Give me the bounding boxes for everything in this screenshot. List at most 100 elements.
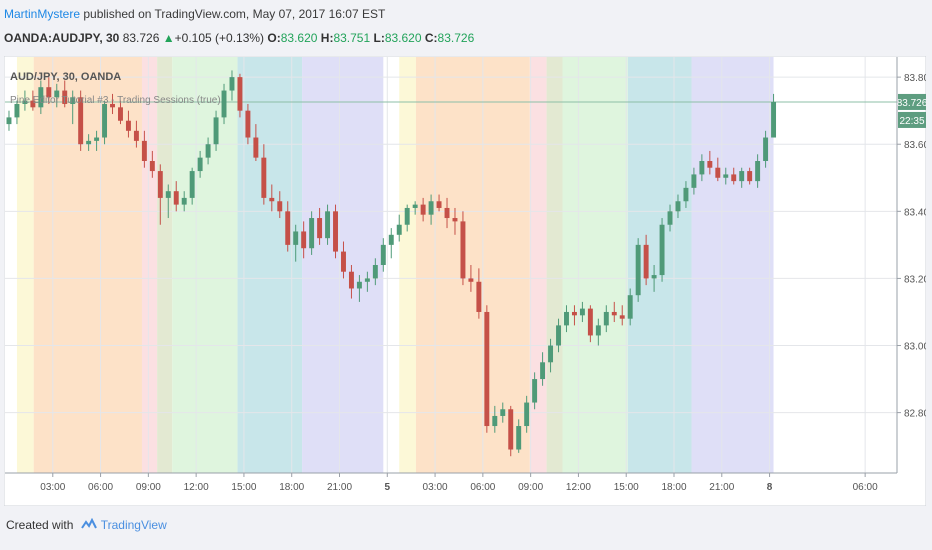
x-tick-label: 09:00 (518, 482, 543, 493)
y-tick-label: 83.800 (904, 73, 926, 84)
candle-up (500, 409, 506, 416)
candle-down (317, 218, 323, 239)
high-value: 83.751 (333, 31, 371, 45)
candle-down (62, 90, 68, 104)
candle-down (587, 308, 593, 336)
candle-up (651, 275, 657, 279)
candle-up (70, 97, 76, 104)
candle-up (22, 100, 28, 104)
candle-up (86, 140, 92, 145)
candle-down (245, 110, 251, 138)
candle-down (452, 218, 458, 222)
candle-down (173, 191, 179, 205)
candle-up (197, 157, 203, 172)
candle-up (325, 211, 331, 239)
candle-down (237, 77, 243, 111)
candle-up (54, 90, 60, 98)
last-price-label-bg (898, 93, 926, 110)
y-tick-label: 83.400 (904, 207, 926, 218)
publish-info: MartinMystere published on TradingView.c… (4, 7, 385, 21)
candle-up (221, 90, 227, 118)
candle-down (747, 171, 753, 182)
author-link[interactable]: MartinMystere (4, 7, 81, 21)
session-band (399, 57, 416, 473)
session-band (141, 57, 158, 473)
indicator-label: Pine Editor Tutorial #3 - Trading Sessio… (10, 95, 221, 106)
candle-down (731, 174, 737, 182)
open-label: O: (267, 31, 281, 45)
x-tick-label: 03:00 (40, 482, 65, 493)
candle-down (157, 171, 163, 198)
candle-up (189, 171, 195, 198)
candle-up (540, 362, 546, 380)
footer: Created with TradingView (6, 518, 167, 533)
low-label: L: (373, 31, 385, 45)
session-band (172, 57, 238, 473)
candle-up (380, 244, 386, 265)
candle-down (149, 161, 155, 172)
symbol-label: OANDA:AUDJPY, 30 (4, 31, 120, 45)
candle-up (404, 207, 410, 225)
candle-down (301, 231, 307, 249)
candle-down (269, 197, 275, 202)
x-tick-label: 06:00 (853, 482, 878, 493)
candle-down (30, 100, 36, 108)
up-arrow-icon: ▲ (162, 31, 175, 45)
candle-down (118, 107, 123, 121)
candle-down (277, 201, 283, 212)
candle-up (675, 201, 681, 212)
session-band (691, 57, 774, 473)
candle-up (388, 234, 394, 245)
candle-up (548, 345, 554, 363)
candle-up (524, 402, 530, 427)
candle-down (348, 271, 354, 289)
tradingview-brand[interactable]: TradingView (100, 518, 167, 532)
candle-down (611, 311, 617, 316)
candle-up (556, 325, 561, 346)
candle-down (460, 221, 466, 279)
candle-down (707, 161, 713, 168)
candle-down (261, 157, 267, 198)
candle-up (492, 415, 498, 427)
x-tick-label: 12:00 (184, 482, 209, 493)
candle-up (699, 161, 705, 175)
candle-down (285, 211, 291, 245)
countdown-label-bg (898, 111, 926, 128)
x-tick-label: 21:00 (327, 482, 352, 493)
candle-up (205, 144, 211, 158)
candle-up (181, 197, 187, 205)
candle-up (165, 191, 171, 198)
candle-up (603, 311, 609, 326)
session-band (157, 57, 173, 473)
x-tick-label: 12:00 (566, 482, 591, 493)
last-price-label: 83.726 (897, 98, 926, 109)
candlestick-chart[interactable]: 83.800 83.600 83.400 83.200 83.000 82.800 03:0… (3, 55, 932, 507)
candle-up (428, 201, 434, 215)
candle-down (420, 204, 426, 215)
y-tick-label: 83.000 (904, 342, 926, 353)
candle-up (635, 244, 641, 296)
x-tick-label: 5 (385, 482, 391, 493)
chart-container[interactable]: 83.800 83.600 83.400 83.200 83.000 82.800 03:0… (3, 55, 932, 507)
price-change: +0.105 (+0.13%) (174, 31, 265, 45)
x-tick-label: 8 (767, 482, 773, 493)
y-tick-label: 83.200 (904, 274, 926, 285)
candle-up (691, 174, 697, 188)
candle-up (763, 137, 769, 161)
candle-down (476, 281, 482, 312)
candle-up (6, 117, 12, 125)
candle-up (516, 426, 522, 450)
tradingview-logo-icon[interactable] (80, 518, 97, 533)
candle-up (213, 117, 219, 145)
candle-up (627, 295, 633, 319)
publish-text: published on TradingView.com, May 07, 20… (83, 7, 386, 21)
candle-up (14, 103, 20, 118)
session-band (546, 57, 563, 473)
candle-down (78, 97, 84, 145)
created-with-text: Created with (6, 518, 74, 532)
high-label: H: (320, 31, 334, 45)
candle-down (341, 251, 346, 272)
candle-up (412, 204, 418, 208)
candle-down (571, 311, 577, 316)
session-band (529, 57, 547, 473)
